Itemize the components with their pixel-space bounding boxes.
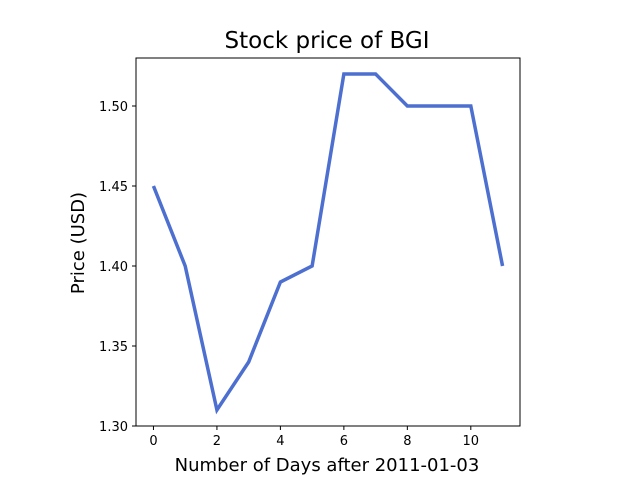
- x-tick-label-5: 10: [463, 434, 480, 449]
- y-tick-label-1: 1.35: [99, 340, 128, 355]
- plot-area: 0 2 4 6 8 10 1.30 1.35 1.40 1.45 1.50: [99, 57, 521, 449]
- chart-title: Stock price of BGI: [225, 28, 430, 54]
- y-tick-label-2: 1.40: [99, 260, 128, 275]
- x-tick-label-3: 6: [340, 434, 348, 449]
- x-tick-label-4: 8: [403, 434, 411, 449]
- y-tick-label-4: 1.50: [99, 100, 128, 115]
- x-axis-label: Number of Days after 2011-01-03: [175, 455, 480, 476]
- y-axis-label: Price (USD): [68, 192, 89, 294]
- plot-frame: [135, 57, 521, 427]
- series-line-0: [151, 72, 505, 415]
- x-tick-label-0: 0: [149, 434, 157, 449]
- x-tick-label-1: 2: [213, 434, 221, 449]
- y-tick-label-3: 1.45: [99, 180, 128, 195]
- x-tick-label-2: 4: [276, 434, 284, 449]
- y-tick-label-0: 1.30: [99, 420, 128, 435]
